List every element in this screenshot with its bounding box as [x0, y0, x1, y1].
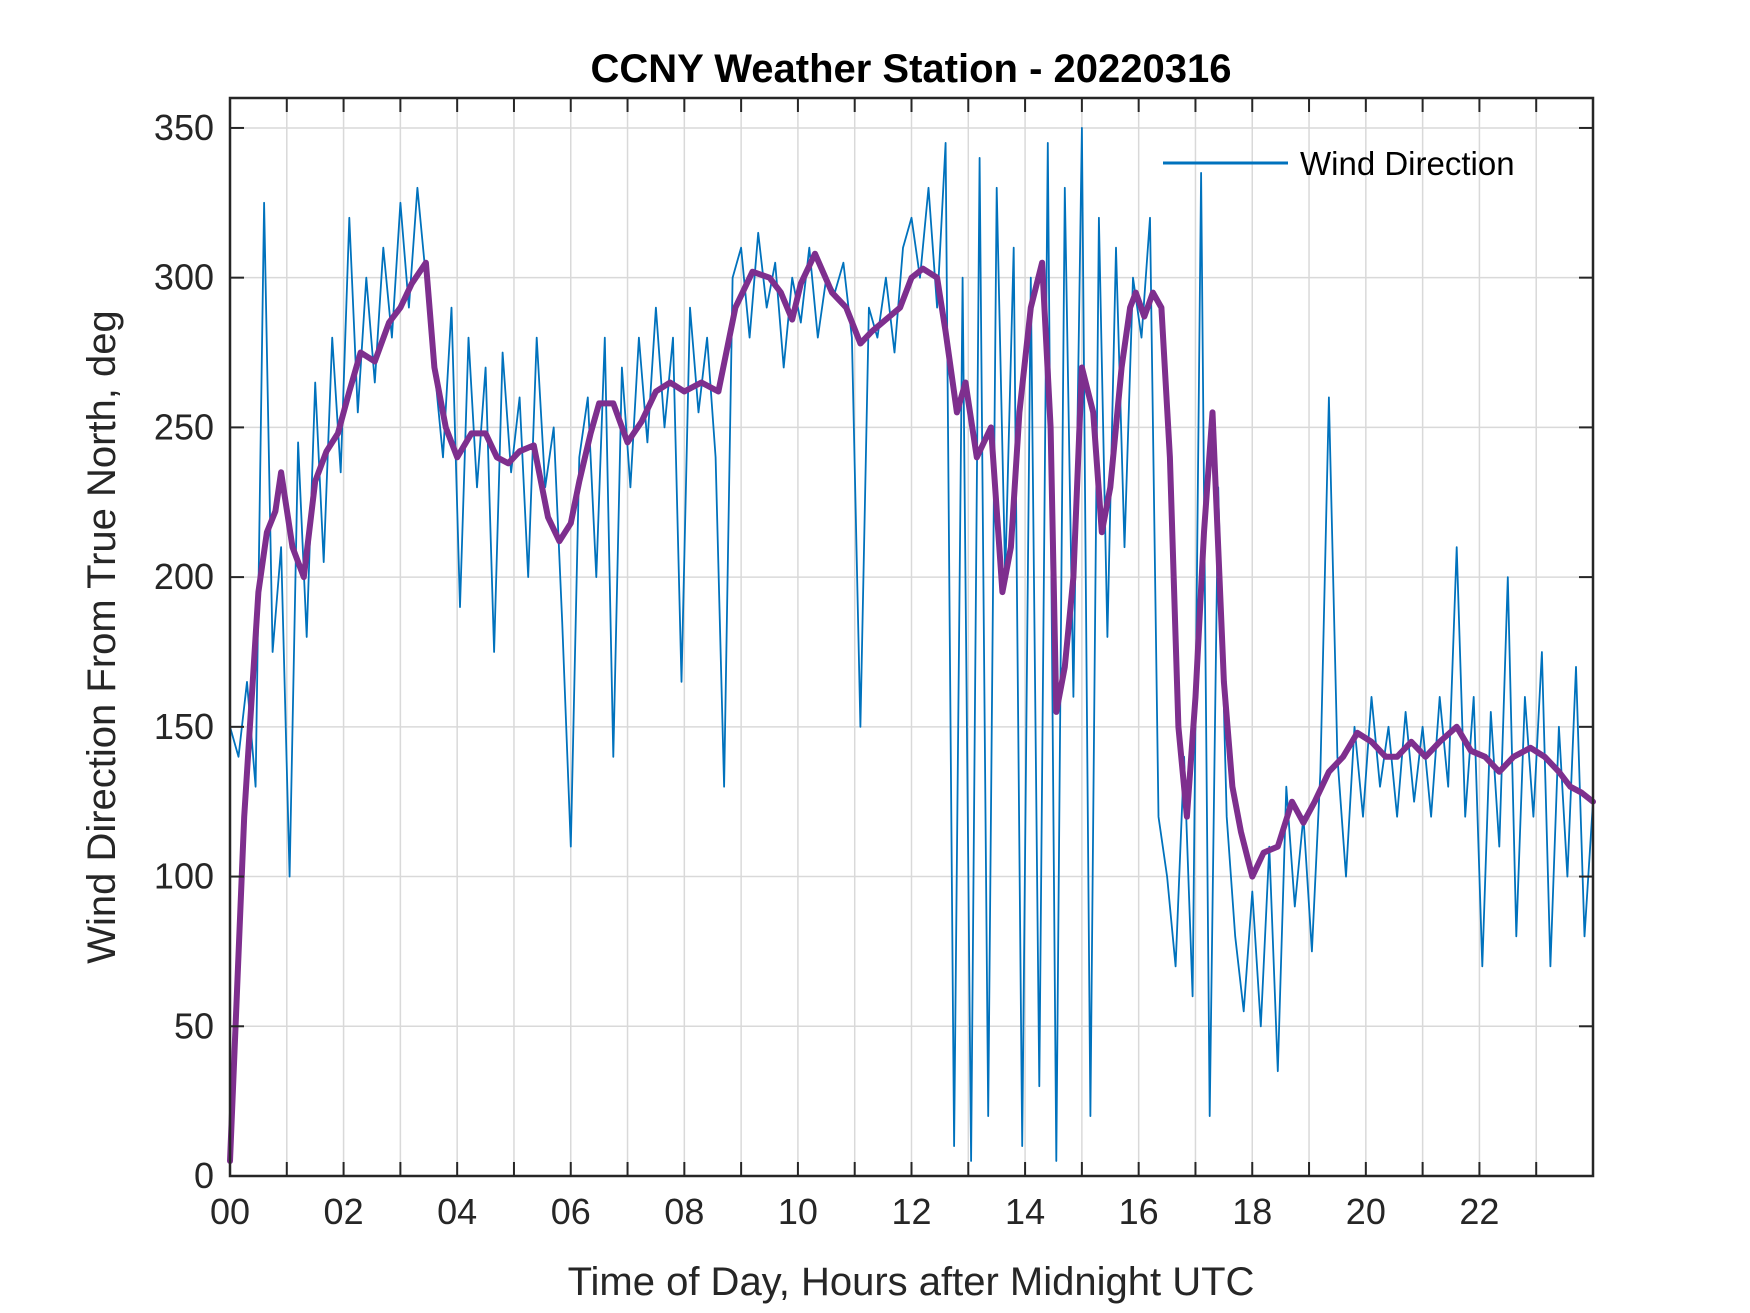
x-tick-label-00: 00 — [210, 1191, 250, 1232]
y-tick-label-150: 150 — [154, 706, 214, 747]
x-tick-label-16: 16 — [1119, 1191, 1159, 1232]
x-tick-label-12: 12 — [891, 1191, 931, 1232]
y-tick-label-350: 350 — [154, 107, 214, 148]
x-tick-label-10: 10 — [778, 1191, 818, 1232]
legend: Wind Direction — [1163, 145, 1515, 182]
y-tick-label-300: 300 — [154, 257, 214, 298]
chart-title: CCNY Weather Station - 20220316 — [591, 47, 1232, 91]
x-tick-label-22: 22 — [1459, 1191, 1499, 1232]
x-tick-label-02: 02 — [324, 1191, 364, 1232]
tick-marks — [230, 98, 1593, 1177]
y-tick-label-100: 100 — [154, 856, 214, 897]
series-line-smoothed — [227, 250, 1596, 1164]
y-tick-label-200: 200 — [154, 556, 214, 597]
x-tick-labels: 00 02 04 06 08 10 12 14 16 18 20 22 — [210, 1191, 1499, 1232]
x-axis-label: Time of Day, Hours after Midnight UTC — [568, 1260, 1255, 1304]
y-tick-label-250: 250 — [154, 406, 214, 447]
grid-lines — [230, 98, 1593, 1176]
x-tick-label-20: 20 — [1346, 1191, 1386, 1232]
series-group — [227, 127, 1596, 1164]
y-tick-label-0: 0 — [194, 1155, 214, 1196]
x-tick-label-14: 14 — [1005, 1191, 1045, 1232]
y-tick-labels: 0 50 100 150 200 250 300 350 — [154, 107, 214, 1196]
legend-label-wind-direction: Wind Direction — [1300, 145, 1515, 182]
y-axis-label: Wind Direction From True North, deg — [80, 310, 124, 964]
x-tick-label-08: 08 — [664, 1191, 704, 1232]
y-tick-label-50: 50 — [174, 1005, 214, 1046]
series-line-wind-direction — [229, 127, 1594, 1162]
x-tick-label-18: 18 — [1232, 1191, 1272, 1232]
x-tick-label-06: 06 — [551, 1191, 591, 1232]
x-tick-label-04: 04 — [437, 1191, 477, 1232]
